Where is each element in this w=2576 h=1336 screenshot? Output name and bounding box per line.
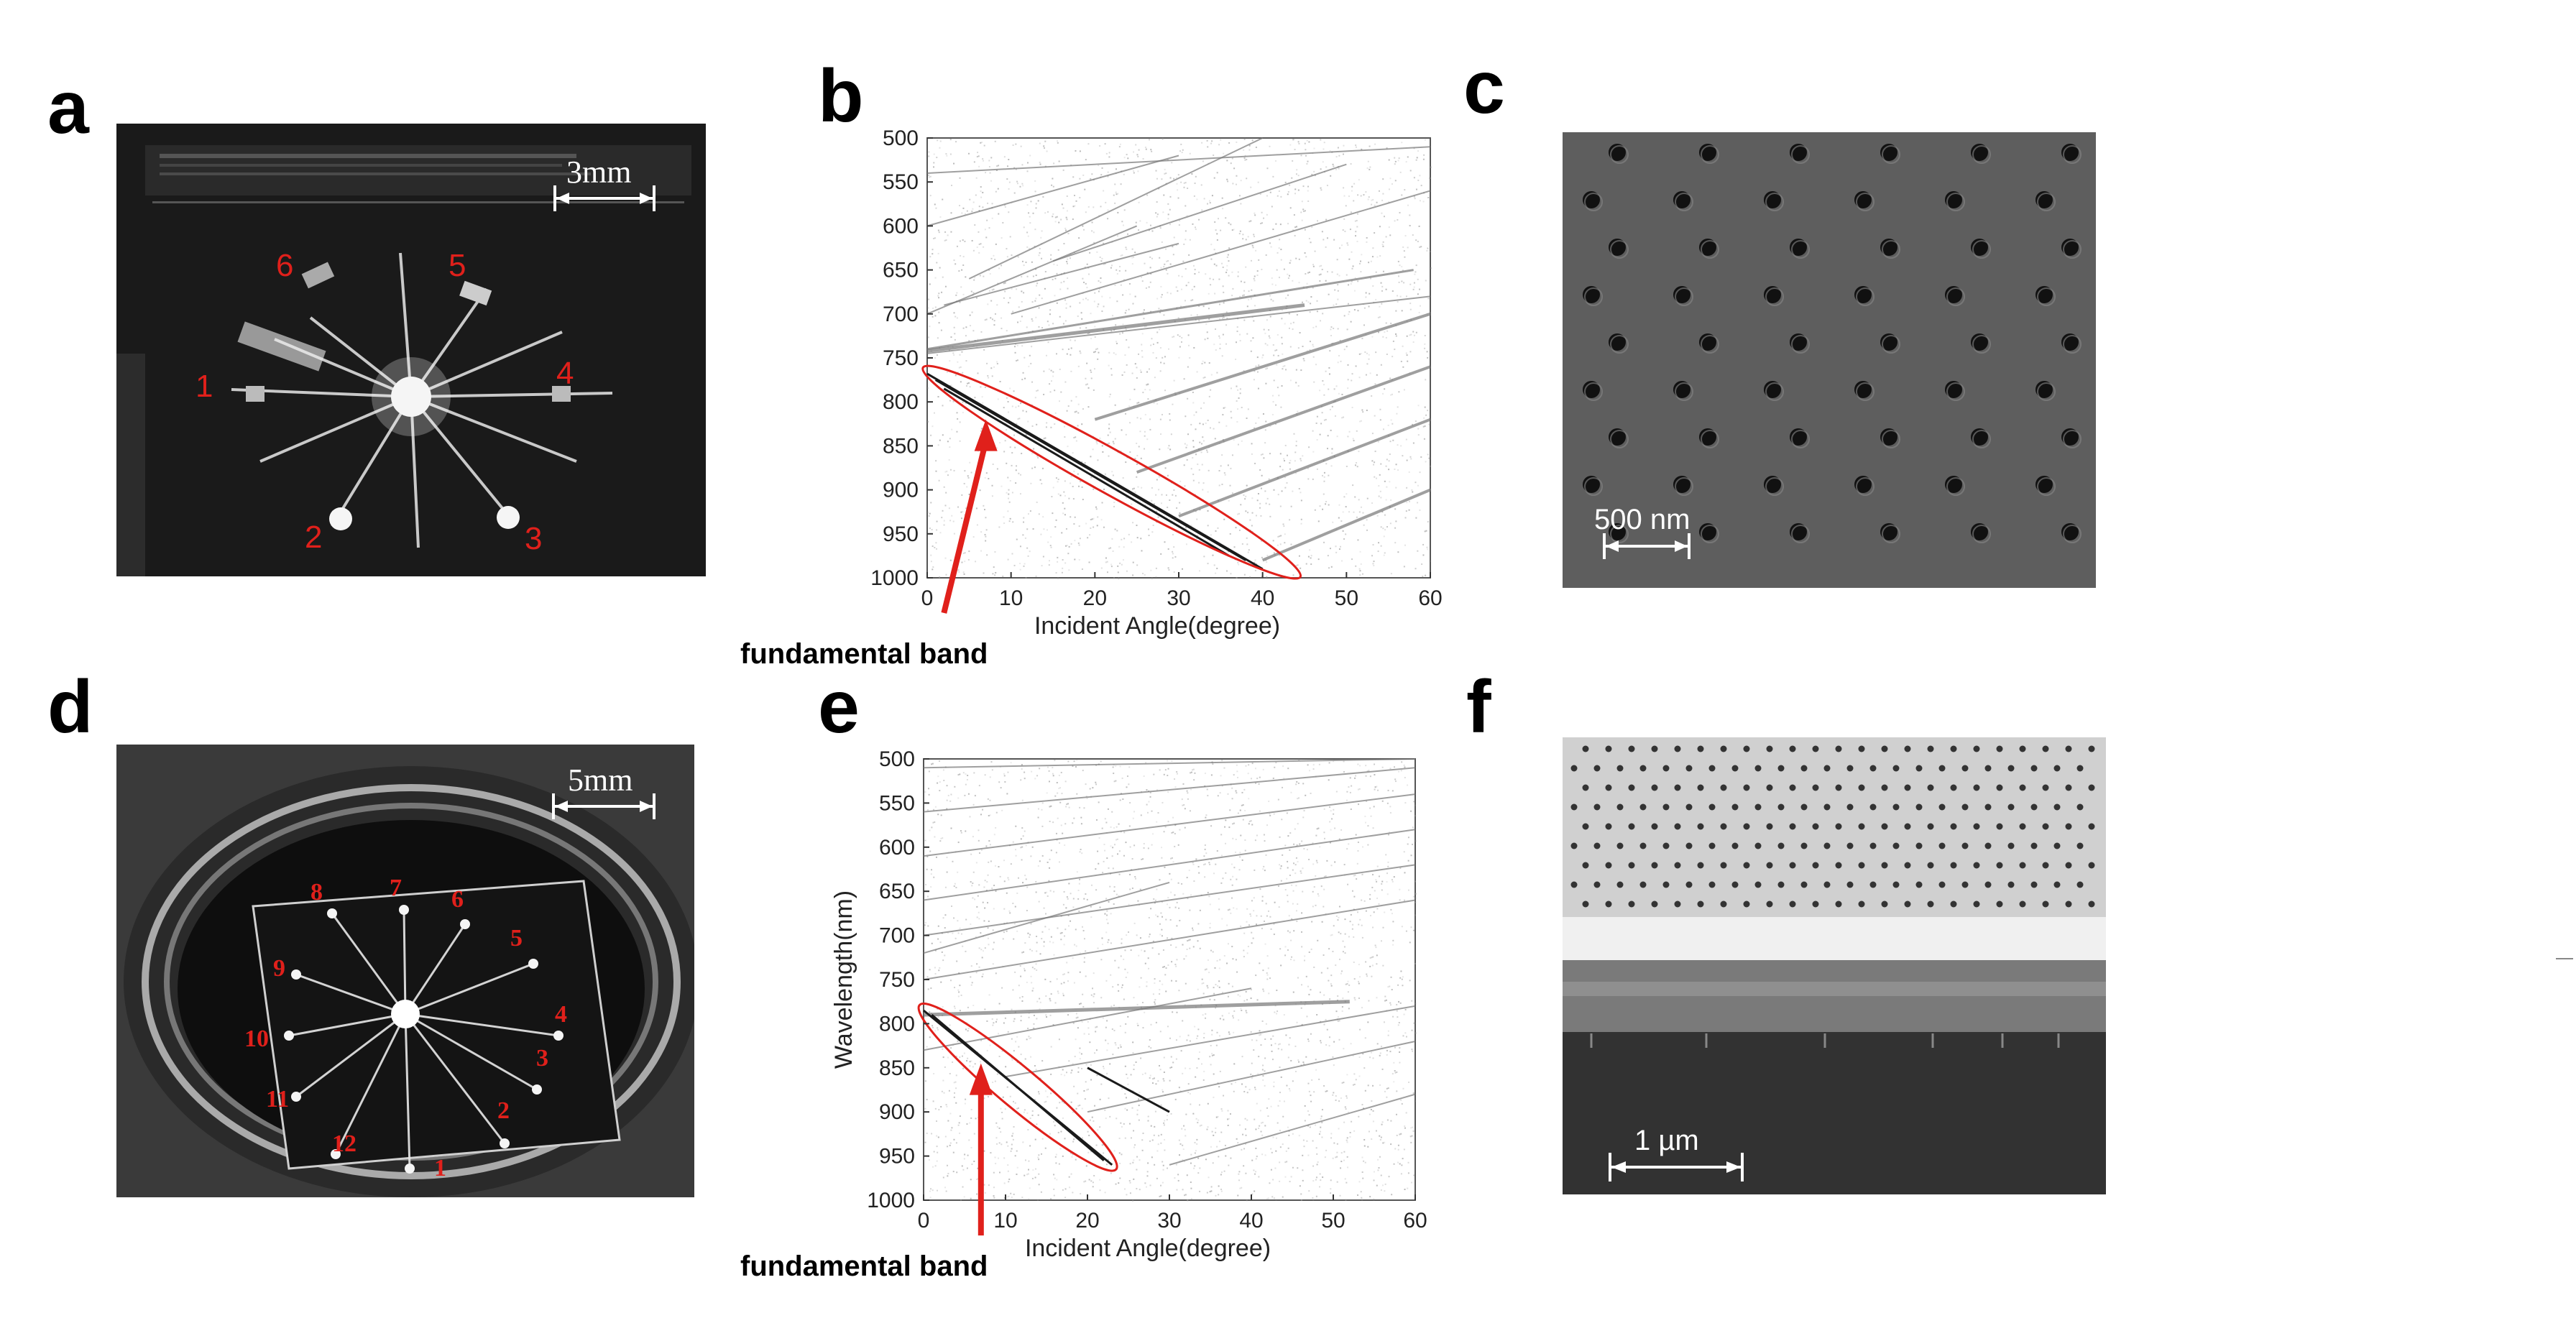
region-label-3: 3	[525, 521, 542, 556]
panel-letter-b: b	[818, 55, 864, 138]
y-tick-label: 900	[879, 1100, 915, 1124]
plot-area	[923, 758, 1416, 1201]
y-tick-label: 950	[879, 1145, 915, 1169]
scale-bar-d: 5mm	[552, 763, 656, 819]
fundamental-band-line	[934, 379, 1247, 561]
panel-letter-d: d	[47, 665, 93, 749]
band-speckle	[924, 759, 1417, 1202]
band-speckle	[927, 138, 1432, 579]
panel-b-chart: 500 550 600 650 700 750 800 850 900 950 1000 0 10 20 3…	[848, 115, 1452, 661]
region-label-8: 8	[310, 879, 323, 906]
fundamental-band-label-e: fundamental band	[740, 1250, 988, 1282]
y-tick-label: 600	[879, 836, 915, 860]
panel-a-photo: 1 2 3 4 5 6 3mm	[116, 124, 706, 576]
y-tick-label: 850	[883, 434, 919, 458]
region-label-4: 4	[556, 356, 574, 391]
region-label-5: 5	[510, 925, 523, 952]
x-tick-label: 30	[1167, 586, 1190, 610]
x-tick-label: 0	[918, 1209, 930, 1233]
panel-c-sem: 500 nm	[1563, 132, 2096, 588]
region-label-4: 4	[555, 1001, 567, 1028]
y-tick-label: 550	[879, 791, 915, 815]
fundamental-band-label-b: fundamental band	[740, 638, 988, 670]
x-tick-label: 40	[1239, 1209, 1263, 1233]
y-tick-label: 500	[883, 126, 919, 150]
panel-letter-f: f	[1466, 665, 1491, 749]
panel-letter-e: e	[818, 665, 860, 749]
region-label-11: 11	[266, 1086, 289, 1112]
y-tick-label: 750	[879, 968, 915, 992]
region-label-1: 1	[196, 369, 213, 404]
y-tick-label: 700	[883, 303, 919, 326]
x-tick-label: 40	[1251, 586, 1274, 610]
y-tick-label: 650	[883, 259, 919, 282]
scale-bar-c: 500 nm	[1594, 504, 1690, 559]
scale-bar-d-label: 5mm	[568, 763, 632, 798]
x-tick-label: 30	[1157, 1209, 1181, 1233]
scale-bar-a: 3mm	[553, 155, 656, 211]
fundamental-band-arrowhead	[974, 419, 998, 451]
x-tick-label: 50	[1321, 1209, 1345, 1233]
region-label-12: 12	[332, 1130, 356, 1157]
scale-bar-c-label: 500 nm	[1594, 504, 1690, 535]
x-tick-label: 20	[1075, 1209, 1099, 1233]
y-tick-label: 800	[883, 390, 919, 414]
x-tick-label: 60	[1418, 586, 1442, 610]
scale-bar-f: 1 µm	[1609, 1125, 1744, 1181]
fundamental-band-arrow	[941, 440, 989, 614]
fundamental-band-line	[931, 1013, 1105, 1161]
y-tick-label: 550	[883, 170, 919, 194]
plot-area	[926, 137, 1431, 579]
y-tick-label: 600	[883, 214, 919, 238]
y-tick-label: 700	[879, 924, 915, 948]
band-lines	[923, 758, 1416, 1166]
band-lines	[926, 137, 1431, 562]
fundamental-band-ellipse	[917, 1003, 1118, 1172]
region-label-6: 6	[276, 248, 293, 283]
y-tick-label: 800	[879, 1012, 915, 1036]
scale-bar-a-label: 3mm	[566, 155, 631, 190]
region-label-10: 10	[244, 1026, 269, 1052]
y-tick-label: 850	[879, 1056, 915, 1080]
y-tick-label: 500	[879, 747, 915, 771]
y-tick-label: 950	[883, 522, 919, 546]
panel-d-photo: 1 2 3 4 5 6 7 8 9 10 11 12 5mm	[116, 745, 694, 1197]
region-label-7: 7	[390, 875, 402, 901]
region-label-2: 2	[305, 520, 322, 555]
scale-bar-f-label: 1 µm	[1634, 1125, 1699, 1156]
fundamental-band-arrowhead	[969, 1063, 993, 1095]
fundamental-band-ellipse	[921, 364, 1302, 580]
region-label-2: 2	[497, 1097, 510, 1124]
region-label-3: 3	[536, 1045, 548, 1072]
y-tick-label: 900	[883, 479, 919, 502]
panel-letter-a: a	[47, 66, 89, 149]
region-label-1: 1	[434, 1155, 446, 1181]
y-axis-title: Wavelength(nm)	[830, 890, 857, 1069]
region-label-6: 6	[451, 886, 464, 913]
edge-mark	[2556, 958, 2573, 959]
x-axis-title: Incident Angle(degree)	[1025, 1235, 1271, 1262]
x-tick-label: 10	[993, 1209, 1017, 1233]
x-tick-label: 20	[1083, 586, 1107, 610]
region-label-9: 9	[273, 955, 285, 982]
panel-e-chart: 500 550 600 650 700 750 800 850 900 950 1000 0 10 20 3…	[805, 740, 1452, 1286]
y-tick-label: 650	[879, 880, 915, 903]
region-label-5: 5	[448, 248, 466, 283]
x-tick-label: 10	[999, 586, 1023, 610]
fundamental-band-line	[943, 387, 1230, 557]
y-tick-label: 750	[883, 346, 919, 370]
x-tick-label: 0	[921, 586, 934, 610]
x-tick-label: 50	[1335, 586, 1358, 610]
x-axis-title: Incident Angle(degree)	[1034, 612, 1280, 640]
y-tick-label: 1000	[870, 566, 919, 590]
panel-f-sem: 1 µm	[1563, 737, 2106, 1194]
fundamental-band-line	[1087, 1067, 1170, 1113]
x-tick-label: 60	[1403, 1209, 1427, 1233]
panel-letter-c: c	[1463, 46, 1505, 129]
y-tick-label: 1000	[867, 1189, 915, 1212]
